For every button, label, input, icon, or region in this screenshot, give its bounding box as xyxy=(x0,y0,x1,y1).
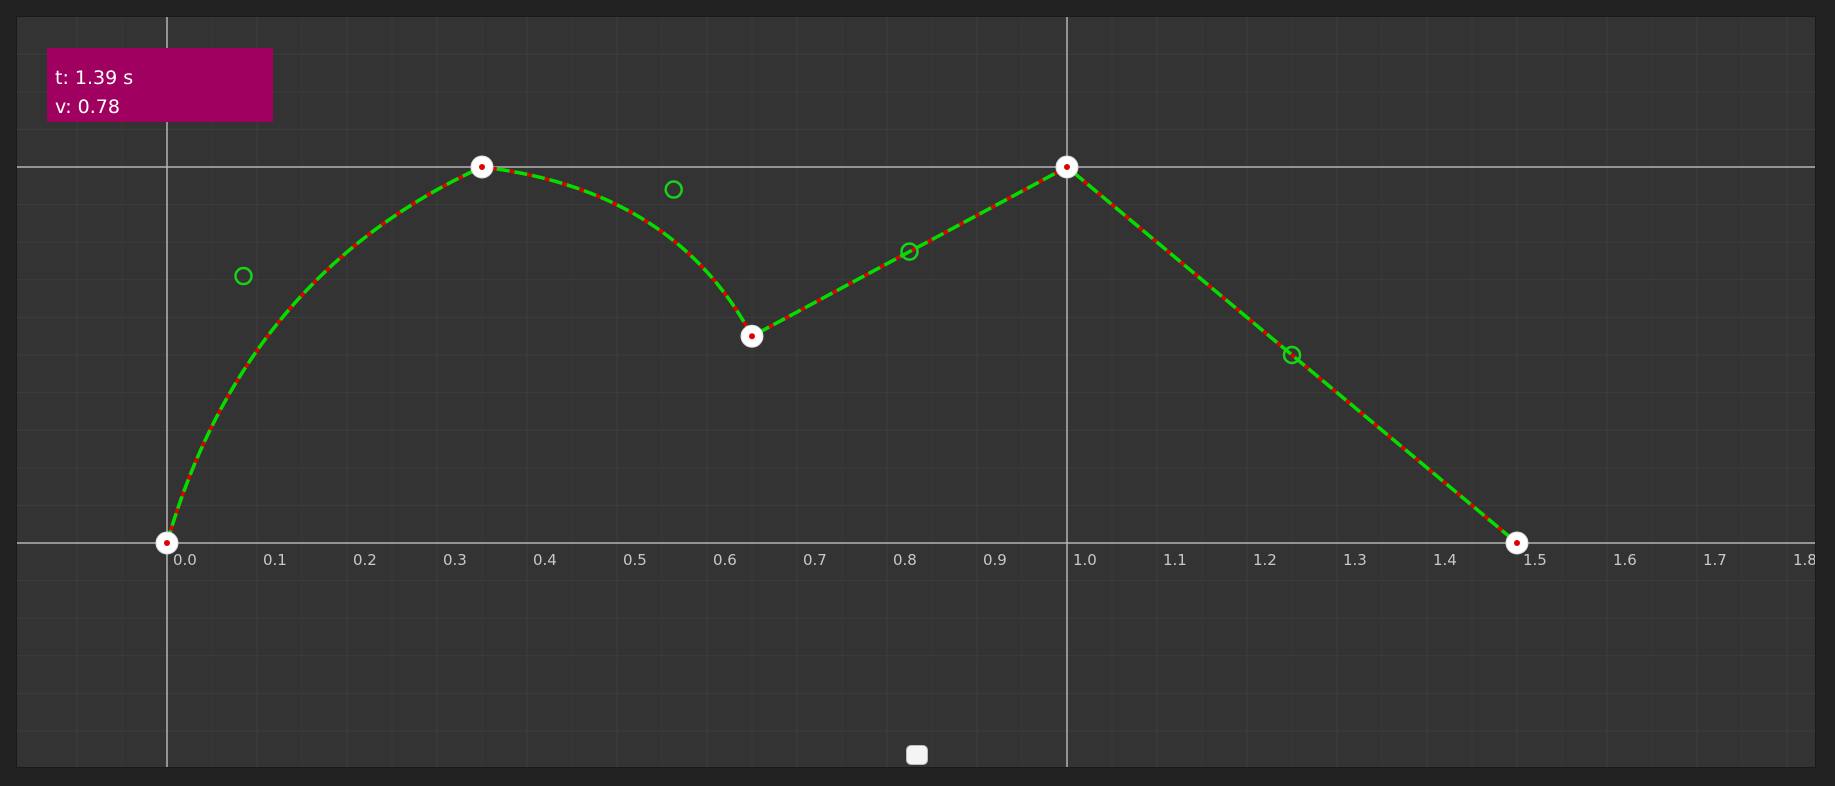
tick-label: 0.6 xyxy=(713,551,737,569)
tick-label: 0.1 xyxy=(263,551,287,569)
keyframe-center-3 xyxy=(1064,164,1070,170)
keyframe-center-4 xyxy=(1514,540,1520,546)
tick-label: 1.6 xyxy=(1613,551,1637,569)
tick-label: 0.4 xyxy=(533,551,557,569)
time-readout: t: 1.39 s xyxy=(55,67,134,89)
tangent-handle-0[interactable] xyxy=(234,266,253,286)
keyframe-center-1 xyxy=(479,164,485,170)
value-readout: t: 1.39 s v: 0.78 xyxy=(47,48,273,122)
keyframes[interactable] xyxy=(155,155,1529,555)
tick-label: 0.9 xyxy=(983,551,1007,569)
curve-canvas[interactable]: 0.0 0.1 0.2 0.3 0.4 0.5 0.6 0.7 0.8 0.9 1.0 1.1 1.2 1… xyxy=(17,17,1816,768)
tick-label: 0.0 xyxy=(173,551,197,569)
keyframe-center-0 xyxy=(164,540,170,546)
tick-label: 1.3 xyxy=(1343,551,1367,569)
keyframe-center-2 xyxy=(749,333,755,340)
tick-label: 0.7 xyxy=(803,551,827,569)
value-readout-text: v: 0.78 xyxy=(55,96,120,118)
tick-label: 1.4 xyxy=(1433,551,1457,569)
tangent-handle-1[interactable] xyxy=(664,180,683,199)
tick-label: 1.2 xyxy=(1253,551,1277,569)
tangent-handle-3[interactable] xyxy=(1282,345,1302,365)
x-axis-ticks: 0.0 0.1 0.2 0.3 0.4 0.5 0.6 0.7 0.8 0.9 1.0 1.1 1.2 1… xyxy=(173,551,1816,569)
tangent-handles[interactable] xyxy=(234,180,1302,365)
grid xyxy=(17,17,1815,767)
tick-label: 0.8 xyxy=(893,551,917,569)
scroll-handle[interactable] xyxy=(906,745,928,765)
tick-label: 0.3 xyxy=(443,551,467,569)
curve-editor[interactable]: 0.0 0.1 0.2 0.3 0.4 0.5 0.6 0.7 0.8 0.9 1.0 1.1 1.2 1… xyxy=(16,16,1816,768)
tangent-handle-2[interactable] xyxy=(900,242,919,261)
tick-label: 1.1 xyxy=(1163,551,1187,569)
tick-label: 1.8 xyxy=(1793,551,1816,569)
tick-label: 1.5 xyxy=(1523,551,1547,569)
tick-label: 0.2 xyxy=(353,551,377,569)
tick-label: 1.7 xyxy=(1703,551,1727,569)
tick-label: 1.0 xyxy=(1073,551,1097,569)
tick-label: 0.5 xyxy=(623,551,647,569)
